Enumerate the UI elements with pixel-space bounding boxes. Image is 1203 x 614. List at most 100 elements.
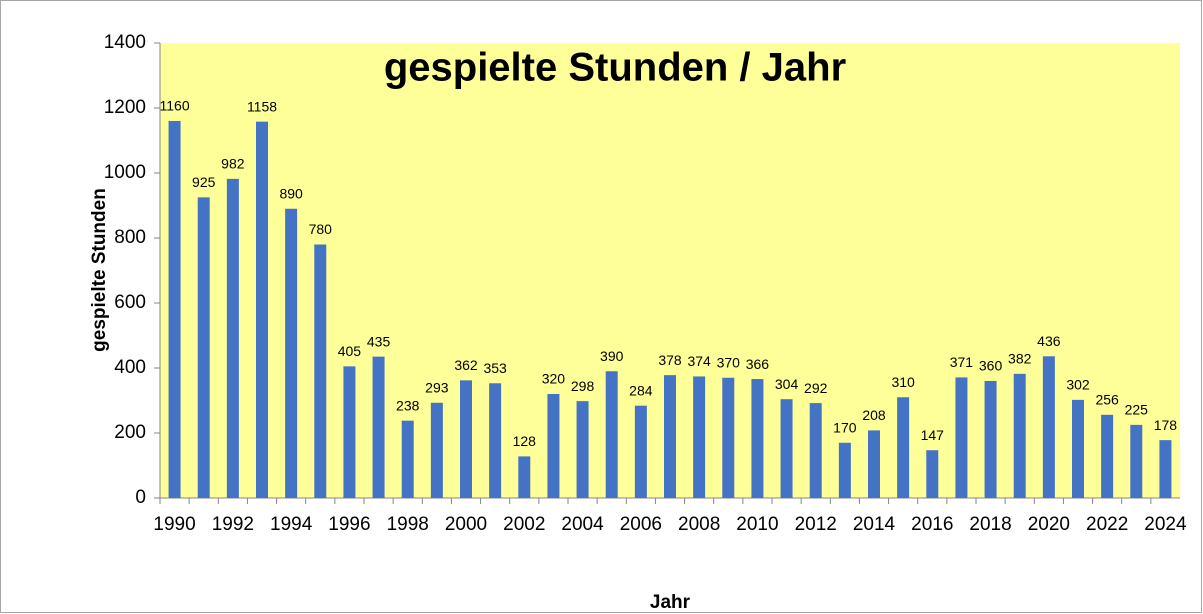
x-tick-label: 1994: [270, 514, 313, 535]
bar: [343, 366, 356, 498]
value-label: 374: [687, 353, 711, 369]
x-tick-label: 2004: [561, 514, 604, 535]
x-tick-label: 2008: [678, 514, 720, 535]
chart-title: gespielte Stunden / Jahr: [384, 46, 846, 90]
value-label: 298: [571, 378, 595, 394]
x-tick-label: 2014: [853, 514, 896, 535]
value-label: 780: [309, 221, 333, 237]
x-tick-label: 2010: [736, 514, 778, 535]
value-label: 178: [1154, 417, 1178, 433]
x-tick-label: 2012: [795, 514, 837, 535]
bar: [1013, 373, 1026, 498]
y-tick-label: 600: [114, 292, 146, 313]
bar: [518, 456, 531, 498]
value-label: 284: [629, 382, 653, 398]
x-tick-label: 2022: [1086, 514, 1128, 535]
value-label: 370: [717, 354, 741, 370]
value-label: 302: [1066, 377, 1090, 393]
bar: [926, 450, 939, 498]
bar: [722, 377, 735, 498]
value-label: 353: [483, 360, 507, 376]
value-label: 238: [396, 397, 420, 413]
bar: [1072, 399, 1084, 498]
value-label: 436: [1037, 333, 1061, 349]
bar: [664, 375, 676, 498]
x-tick-label: 2018: [969, 514, 1011, 535]
bar: [314, 244, 327, 498]
bar: [1130, 424, 1143, 498]
bar: [605, 371, 618, 498]
value-label: 1158: [247, 98, 277, 114]
value-label: 382: [1008, 351, 1032, 367]
bar: [576, 401, 589, 498]
y-tick-label: 800: [114, 227, 146, 248]
x-tick-label: 2020: [1028, 514, 1070, 535]
value-label: 982: [221, 156, 245, 172]
x-tick-label: 2000: [445, 514, 487, 535]
x-axis-label: Jahr: [650, 592, 691, 613]
bar: [460, 380, 472, 498]
bar: [547, 394, 560, 498]
value-label: 405: [338, 343, 362, 359]
bar: [489, 383, 502, 498]
value-label: 256: [1095, 392, 1119, 408]
bar: [168, 121, 181, 498]
x-tick-label: 2016: [911, 514, 953, 535]
value-label: 366: [746, 356, 770, 372]
bar: [693, 376, 706, 498]
y-tick-label: 1400: [104, 32, 146, 53]
value-label: 310: [891, 374, 915, 390]
bar: [1042, 356, 1055, 498]
bar: [430, 402, 443, 498]
x-tick-label: 1992: [212, 514, 254, 535]
bar: [634, 405, 647, 498]
x-tick-label: 1996: [328, 514, 370, 535]
bar: [1101, 414, 1114, 498]
value-label: 293: [425, 379, 449, 395]
y-tick-label: 400: [114, 357, 146, 378]
bar: [809, 403, 822, 498]
value-label: 225: [1125, 402, 1149, 418]
value-label: 378: [658, 352, 682, 368]
bar: [226, 178, 239, 498]
y-tick-label: 200: [114, 422, 146, 443]
y-axis-label: gespielte Stunden: [89, 188, 110, 352]
value-label: 304: [775, 376, 799, 392]
x-tick-label: 2002: [503, 514, 545, 535]
bar: [1159, 440, 1172, 498]
bar: [897, 397, 910, 498]
value-label: 128: [513, 433, 537, 449]
x-tick-label: 1998: [387, 514, 429, 535]
x-tick-label: 2024: [1144, 514, 1187, 535]
value-label: 925: [192, 174, 216, 190]
bar: [197, 197, 210, 498]
value-label: 208: [862, 407, 886, 423]
bar: [955, 377, 968, 498]
bar: [401, 420, 414, 498]
value-label: 292: [804, 380, 828, 396]
bar: [868, 430, 880, 498]
bar: [256, 121, 268, 499]
bar: [780, 399, 793, 498]
value-label: 890: [279, 185, 303, 201]
value-label: 320: [542, 371, 566, 387]
bar: [372, 356, 385, 498]
y-tick-label: 1200: [104, 97, 146, 118]
value-label: 170: [833, 419, 857, 435]
value-label: 371: [950, 354, 974, 370]
y-tick-label: 0: [135, 487, 146, 508]
bar: [984, 381, 997, 498]
value-label: 362: [454, 357, 478, 373]
value-label: 435: [367, 333, 391, 349]
bar: [285, 208, 298, 498]
x-tick-label: 2006: [620, 514, 662, 535]
value-label: 360: [979, 358, 1003, 374]
bar: [838, 442, 851, 498]
value-label: 147: [921, 427, 945, 443]
y-tick-label: 1000: [104, 162, 146, 183]
bar: [751, 379, 764, 498]
value-label: 390: [600, 348, 624, 364]
x-tick-label: 1990: [153, 514, 195, 535]
value-label: 1160: [160, 98, 190, 114]
